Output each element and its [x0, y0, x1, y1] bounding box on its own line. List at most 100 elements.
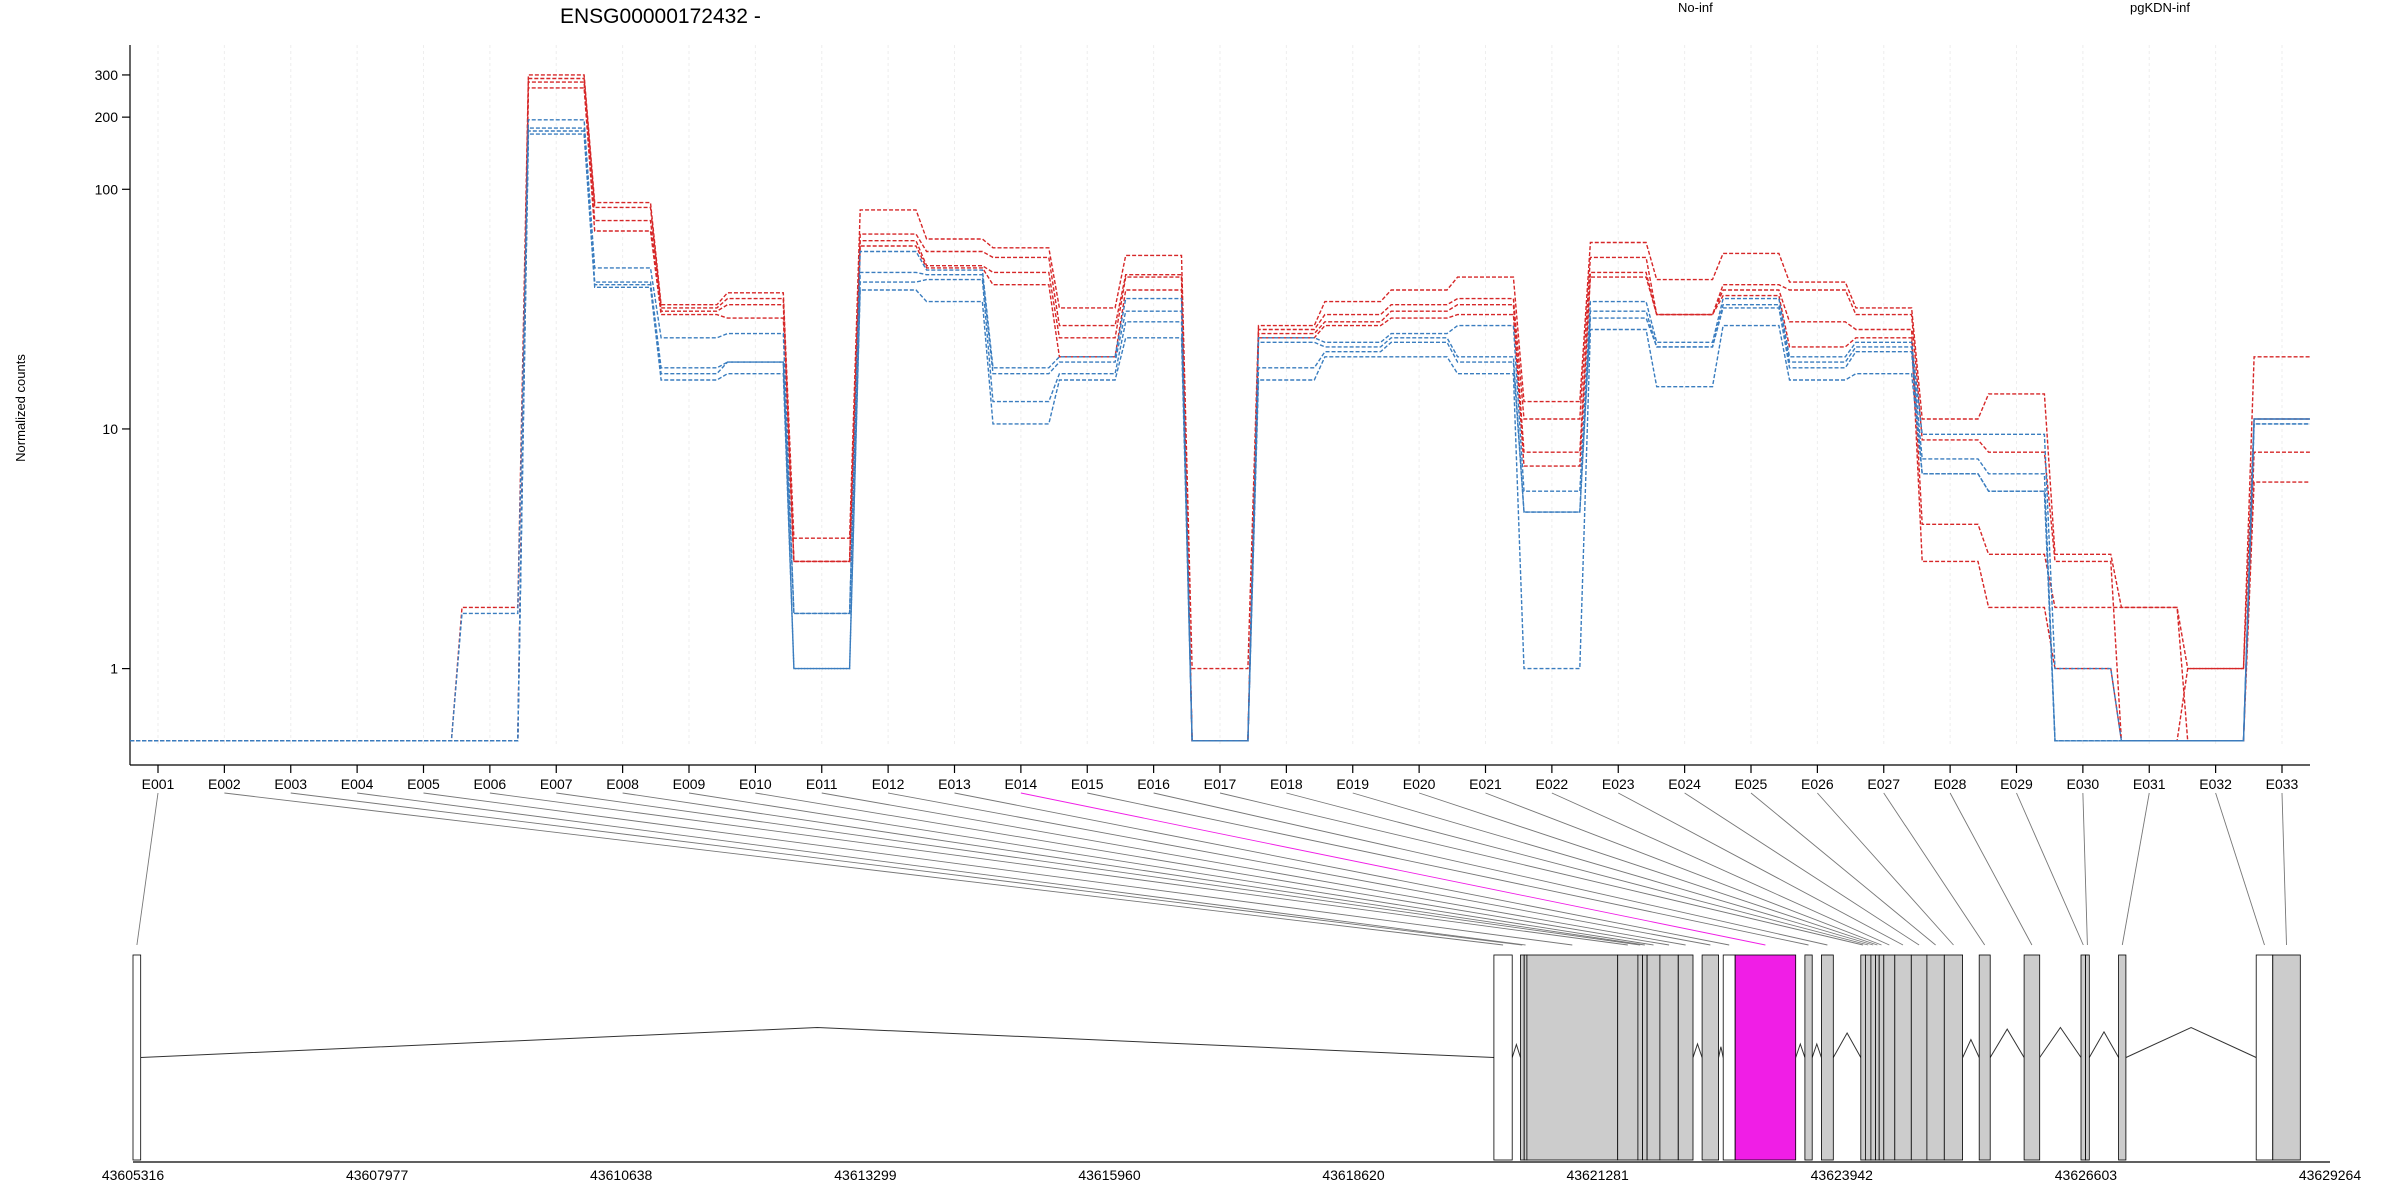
connector-line	[821, 792, 1686, 946]
connector-line	[489, 792, 1628, 946]
exon-e007	[1637, 954, 1643, 1161]
connector-line	[556, 792, 1641, 946]
x-tick-label: E026	[1801, 776, 1834, 792]
x-tick-label: E021	[1469, 776, 1502, 792]
x-tick-label: E015	[1071, 776, 1104, 792]
x-tick-label: E027	[1867, 776, 1900, 792]
y-tick-label: 10	[102, 421, 118, 437]
exon-e006	[1617, 954, 1639, 1161]
x-tick-label: E012	[872, 776, 905, 792]
exon-e029	[2080, 954, 2086, 1161]
connector-line	[1153, 792, 1828, 946]
x-tick-label: E010	[739, 776, 772, 792]
connector-line	[1883, 792, 1986, 946]
exon-e032	[2255, 954, 2274, 1161]
connector-line	[1352, 792, 1874, 946]
x-tick-label: E006	[474, 776, 507, 792]
x-tick-label: E032	[2199, 776, 2232, 792]
legend-no-inf: No-inf	[1678, 0, 1713, 15]
exon-connector-lines	[136, 792, 2287, 946]
exon-e030	[2085, 954, 2090, 1161]
connector-line	[1684, 792, 1920, 946]
x-tick-label: E024	[1668, 776, 1701, 792]
coordinate-tick-label: 43613299	[834, 1167, 897, 1183]
genomic-coordinate-axis: 43605316 43607977 43610638 43613299 43615960…	[102, 1161, 2362, 1183]
connector-line	[1817, 792, 1954, 946]
x-tick-label: E003	[274, 776, 307, 792]
coordinate-tick-label: 43629264	[2299, 1167, 2362, 1183]
y-axis: 1 10 100 200 300	[95, 45, 131, 765]
series-line	[130, 74, 2310, 742]
grid	[157, 45, 2283, 745]
intron	[2125, 1026, 2257, 1058]
exon-e012	[1701, 954, 1719, 1161]
connector-line	[2082, 792, 2088, 946]
exon-e002	[1493, 954, 1513, 1161]
exon-e017	[1860, 954, 1866, 1161]
connector-line	[2016, 792, 2084, 946]
coordinate-tick-label: 43623942	[1811, 1167, 1874, 1183]
series-line	[130, 133, 2310, 742]
connector-line	[1418, 792, 1878, 946]
intron	[1989, 1028, 2025, 1058]
exon-e020	[1875, 954, 1880, 1161]
intron	[1692, 1042, 1703, 1058]
connector-line	[2215, 792, 2265, 946]
exon-e010	[1659, 954, 1679, 1161]
exon-e001	[132, 954, 142, 1161]
gene-model	[132, 954, 2301, 1161]
y-tick-label: 200	[95, 109, 119, 125]
x-tick-label: E030	[2067, 776, 2100, 792]
connector-line	[1750, 792, 1936, 946]
intron	[1811, 1042, 1822, 1058]
x-tick-label: E016	[1137, 776, 1170, 792]
intron	[140, 1026, 1494, 1058]
connector-line	[1551, 792, 1890, 946]
legend-pgkdn-inf: pgKDN-inf	[2130, 0, 2190, 15]
exon-e018	[1865, 954, 1872, 1161]
x-tick-label: E005	[407, 776, 440, 792]
connector-line	[954, 792, 1730, 946]
x-tick-label: E033	[2266, 776, 2299, 792]
exon-e016	[1821, 954, 1834, 1161]
exon-e031	[2118, 954, 2127, 1161]
y-tick-label: 1	[110, 661, 118, 677]
connector-line	[290, 792, 1523, 946]
coordinate-tick-label: 43618620	[1322, 1167, 1385, 1183]
x-tick-label: E002	[208, 776, 241, 792]
exon-e027	[1978, 954, 1991, 1161]
coordinate-tick-label: 43605316	[102, 1167, 165, 1183]
x-tick-label: E029	[2000, 776, 2033, 792]
x-tick-label: E004	[341, 776, 374, 792]
exon-e022	[1883, 954, 1896, 1161]
exon-e024	[1910, 954, 1928, 1161]
x-tick-label: E019	[1336, 776, 1369, 792]
x-tick-label: E031	[2133, 776, 2166, 792]
coordinate-tick-label: 43621281	[1566, 1167, 1629, 1183]
exon-e019	[1870, 954, 1876, 1161]
coordinate-tick-label: 43615960	[1078, 1167, 1141, 1183]
x-tick-label: E011	[806, 776, 838, 792]
connector-line	[357, 792, 1526, 946]
x-tick-label: E018	[1270, 776, 1303, 792]
coordinate-tick-label: 43607977	[346, 1167, 409, 1183]
chart-title: ENSG00000172432 -	[560, 5, 761, 28]
exon-e005	[1526, 954, 1619, 1161]
connector-line	[136, 792, 159, 946]
x-axis: E001 E002 E003 E004 E005 E006 E007 E008 E009 E010…	[130, 764, 2310, 792]
exon-e011	[1677, 954, 1694, 1161]
coordinate-tick-label: 43626603	[2055, 1167, 2118, 1183]
x-tick-label: E022	[1536, 776, 1569, 792]
connector-line	[1949, 792, 2033, 946]
x-tick-label: E009	[673, 776, 706, 792]
x-tick-label: E001	[142, 776, 175, 792]
connector-line	[1219, 792, 1864, 946]
connector-line	[1087, 792, 1809, 946]
x-tick-label: E020	[1403, 776, 1436, 792]
connector-line	[2281, 792, 2287, 946]
connector-line	[2121, 792, 2150, 946]
exon-e028	[2023, 954, 2041, 1161]
x-tick-label: E017	[1204, 776, 1237, 792]
x-tick-label: E025	[1735, 776, 1768, 792]
